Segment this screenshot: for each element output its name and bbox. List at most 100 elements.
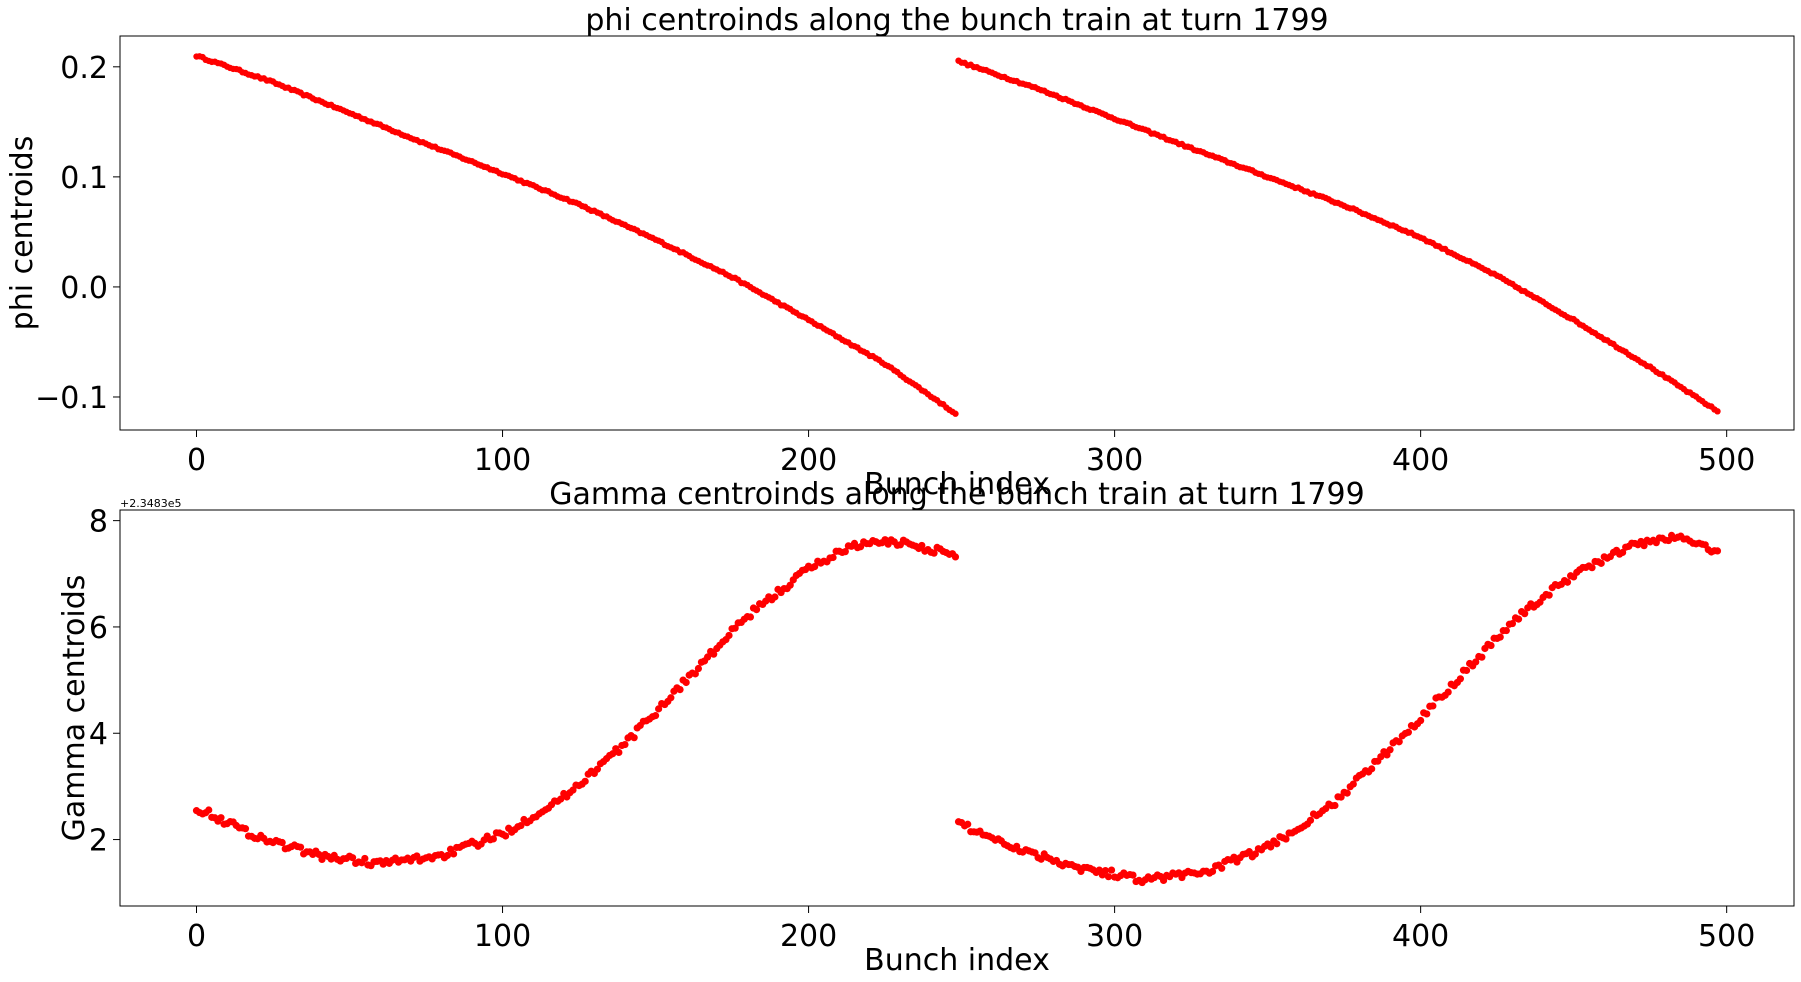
gamma-data-point (205, 806, 213, 814)
gamma-x-tick-label: 400 (1392, 919, 1449, 954)
phi-x-tick-label: 400 (1392, 443, 1449, 478)
gamma-data-point (1343, 789, 1351, 797)
gamma-data-point (930, 549, 938, 557)
gamma-data-point (1404, 728, 1412, 736)
gamma-data-point (1664, 536, 1673, 545)
gamma-data-point (630, 734, 638, 742)
gamma-data-point (682, 678, 690, 687)
gamma-data-point (621, 740, 629, 749)
phi-y-tick-label: 0.0 (60, 271, 108, 306)
gamma-data-point (655, 705, 663, 713)
gamma-data-point (710, 650, 718, 658)
gamma-data-point (1273, 840, 1281, 848)
gamma-data-point (1129, 871, 1137, 879)
gamma-x-ticks: 0 100 200 300 400 500 (187, 906, 1755, 954)
gamma-data-point (443, 851, 452, 860)
gamma-data-point (1545, 591, 1553, 599)
phi-plot-frame (119, 35, 1795, 431)
gamma-data-point (964, 820, 972, 828)
gamma-data-point (918, 541, 926, 550)
gamma-data-point (1218, 864, 1226, 872)
gamma-data-point (691, 670, 699, 678)
gamma-data-point (1104, 873, 1113, 881)
gamma-data-point (1640, 542, 1648, 550)
gamma-y-tick-label: 2 (89, 824, 108, 859)
gamma-data-point (1588, 564, 1596, 572)
phi-subplot: phi centroinds along the bunch train at … (5, 3, 1795, 502)
gamma-data-point (1563, 578, 1572, 586)
gamma-data-point (502, 832, 510, 840)
phi-scatter-series (193, 53, 1721, 417)
gamma-data-point (1245, 848, 1253, 856)
gamma-data-point (1508, 619, 1517, 628)
gamma-data-point (1597, 559, 1605, 567)
gamma-x-tick-label: 200 (780, 919, 837, 954)
phi-chart-title: phi centroinds along the bunch train at … (585, 3, 1328, 38)
gamma-data-point (703, 653, 712, 661)
gamma-data-point (615, 748, 623, 757)
phi-x-tick-label: 100 (474, 443, 531, 478)
gamma-data-point (1383, 751, 1391, 759)
gamma-x-tick-label: 500 (1698, 919, 1755, 954)
gamma-data-point (1386, 746, 1394, 754)
phi-x-ticks: 0 100 200 300 400 500 (187, 430, 1755, 478)
gamma-data-point (241, 825, 250, 833)
gamma-data-point (731, 624, 739, 632)
gamma-data-point (667, 694, 675, 702)
gamma-data-point (1282, 835, 1290, 843)
phi-y-tick-label: 0.1 (60, 161, 108, 196)
phi-x-tick-label: 500 (1698, 443, 1755, 478)
gamma-data-point (489, 835, 497, 843)
gamma-data-point (1456, 675, 1465, 683)
gamma-data-point (361, 854, 369, 863)
gamma-data-point (557, 795, 565, 803)
gamma-data-point (725, 631, 733, 640)
gamma-data-point (296, 843, 305, 851)
gamma-data-point (593, 765, 602, 773)
gamma-data-point (449, 850, 458, 858)
gamma-subplot: Gamma centroinds along the bunch train a… (57, 477, 1795, 978)
gamma-data-point (1395, 738, 1403, 746)
gamma-chart-title: Gamma centroinds along the bunch train a… (549, 477, 1364, 512)
gamma-data-point (1417, 716, 1425, 725)
gamma-x-tick-label: 0 (187, 919, 206, 954)
gamma-data-point (1444, 688, 1452, 696)
phi-y-axis-label: phi centroids (5, 136, 40, 331)
gamma-data-point (752, 606, 761, 614)
gamma-y-tick-label: 6 (89, 611, 108, 646)
phi-data-point (1714, 408, 1721, 415)
phi-x-tick-label: 200 (780, 443, 837, 478)
gamma-data-point (1306, 816, 1315, 824)
gamma-data-point (771, 593, 779, 601)
gamma-data-point (829, 553, 837, 562)
gamma-y-offset-text: +2.3483e5 (120, 497, 181, 510)
gamma-data-point (1349, 780, 1357, 788)
gamma-data-point (651, 712, 660, 720)
gamma-data-point (217, 814, 225, 822)
gamma-data-point (1013, 842, 1021, 850)
phi-data-point (952, 410, 959, 417)
gamma-data-point (1514, 615, 1523, 623)
phi-y-tick-label: 0.2 (60, 51, 108, 86)
phi-x-axis-label: Bunch index (864, 467, 1050, 502)
gamma-x-tick-label: 100 (474, 919, 531, 954)
gamma-data-point (413, 852, 421, 860)
phi-x-tick-label: 0 (187, 443, 206, 478)
gamma-data-point (1208, 867, 1217, 876)
gamma-data-point (1487, 641, 1495, 650)
gamma-data-point (1713, 547, 1722, 555)
gamma-x-tick-label: 300 (1086, 919, 1143, 954)
gamma-data-point (746, 613, 755, 621)
phi-x-tick-label: 300 (1086, 443, 1143, 478)
gamma-data-point (1423, 710, 1431, 718)
gamma-data-point (1462, 666, 1471, 675)
gamma-data-point (1331, 801, 1339, 810)
phi-y-ticks: −0.1 0.0 0.1 0.2 (35, 51, 120, 416)
gamma-data-point (1037, 855, 1045, 863)
gamma-data-point (581, 777, 589, 785)
gamma-data-point (1472, 658, 1480, 666)
gamma-data-point (1429, 702, 1437, 710)
gamma-y-tick-label: 8 (89, 505, 108, 540)
gamma-data-point (517, 821, 525, 830)
